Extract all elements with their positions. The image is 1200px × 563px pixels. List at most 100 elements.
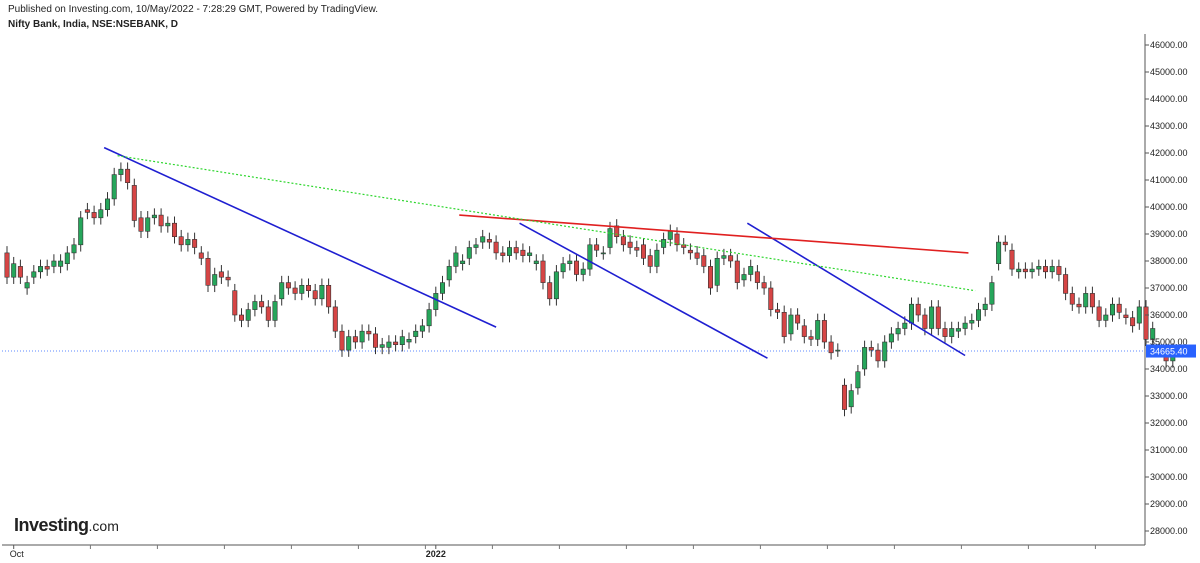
candle (634, 240, 640, 257)
price-axis[interactable]: 46000.00 45000.00 44000.00 43000.00 42000.00… (1145, 40, 1188, 536)
candle (319, 278, 325, 306)
candle (232, 283, 238, 322)
candle (935, 300, 941, 336)
price-tick-label: 46000.00 (1150, 40, 1188, 50)
candle (460, 254, 466, 271)
candle (480, 229, 486, 249)
last-price-badge (1146, 344, 1196, 358)
candle (58, 254, 64, 274)
candle (165, 216, 171, 233)
candle (687, 243, 693, 260)
candle (172, 216, 178, 244)
candle (808, 329, 814, 347)
time-axis[interactable]: Oct 2022 (10, 545, 1096, 559)
candlestick-series (4, 162, 1176, 417)
candle (640, 238, 646, 266)
symbol-title: Nifty Bank, India, NSE:NSEBANK, D (8, 19, 179, 30)
candle (969, 313, 975, 330)
candle (439, 275, 445, 301)
price-tick-label: 38000.00 (1150, 256, 1188, 266)
last-price-value: 34665.40 (1150, 347, 1188, 357)
candle (908, 297, 914, 330)
candle (774, 302, 780, 320)
price-tick-label: 41000.00 (1150, 175, 1188, 185)
candle (620, 229, 626, 252)
published-caption: Published on Investing.com, 10/May/2022 … (8, 4, 379, 15)
candle (11, 256, 17, 284)
candle (312, 283, 318, 306)
candle (1110, 297, 1116, 322)
candle (1083, 286, 1089, 314)
last-price-label: 34665.40 (1146, 344, 1196, 358)
candle (862, 340, 868, 376)
candle (218, 265, 224, 284)
candle (895, 321, 901, 341)
price-tick-label: 33000.00 (1150, 391, 1188, 401)
candle (801, 319, 807, 344)
price-tick-label: 34000.00 (1150, 364, 1188, 374)
candle (982, 297, 988, 317)
price-tick-label: 43000.00 (1150, 121, 1188, 131)
candle (567, 254, 573, 271)
candle (875, 343, 881, 368)
candle (1063, 267, 1069, 301)
candle (419, 319, 425, 338)
candle (359, 324, 365, 349)
candle (821, 313, 827, 349)
candle (781, 305, 787, 344)
candle (1002, 235, 1008, 252)
candle (17, 259, 23, 284)
candle (647, 248, 653, 274)
logo-suffix: .com (88, 518, 119, 534)
candle (433, 286, 439, 317)
candle (332, 300, 338, 338)
candle (466, 240, 472, 266)
candle (1143, 300, 1149, 347)
candle (1116, 297, 1122, 320)
trendline-line[interactable] (103, 146, 497, 328)
candle (44, 259, 50, 276)
candle (754, 265, 760, 290)
candle (145, 211, 151, 239)
candle (486, 232, 492, 249)
candle (848, 383, 854, 414)
candle (768, 281, 774, 317)
candle (975, 302, 981, 328)
candle (1089, 286, 1095, 314)
candle (178, 229, 184, 252)
price-tick-label: 44000.00 (1150, 94, 1188, 104)
candle (239, 308, 245, 328)
candle (540, 254, 546, 290)
candle (580, 262, 586, 282)
investing-logo: Investing.com (14, 515, 119, 536)
candle (607, 221, 613, 255)
price-tick-label: 36000.00 (1150, 310, 1188, 320)
trendline-line[interactable] (746, 222, 966, 357)
candle (1130, 310, 1136, 333)
candle (1123, 308, 1129, 325)
candle (71, 238, 77, 260)
candle (125, 162, 131, 190)
candle (573, 254, 579, 282)
candle (366, 324, 372, 341)
trendline-line[interactable] (519, 222, 768, 359)
candle (888, 327, 894, 349)
candle (131, 178, 137, 228)
candle (493, 235, 499, 260)
candle (84, 202, 90, 220)
candle (352, 329, 358, 349)
candle (265, 300, 271, 328)
candle (614, 219, 620, 244)
candle (714, 251, 720, 293)
trendline-line[interactable] (117, 155, 976, 292)
candle (205, 251, 211, 293)
candle (520, 243, 526, 263)
candle (259, 294, 265, 314)
candle (105, 192, 111, 217)
resistance-line[interactable] (459, 214, 969, 254)
candle (198, 246, 204, 266)
candle (305, 278, 311, 298)
candle (31, 265, 37, 284)
price-tick-label: 30000.00 (1150, 472, 1188, 482)
